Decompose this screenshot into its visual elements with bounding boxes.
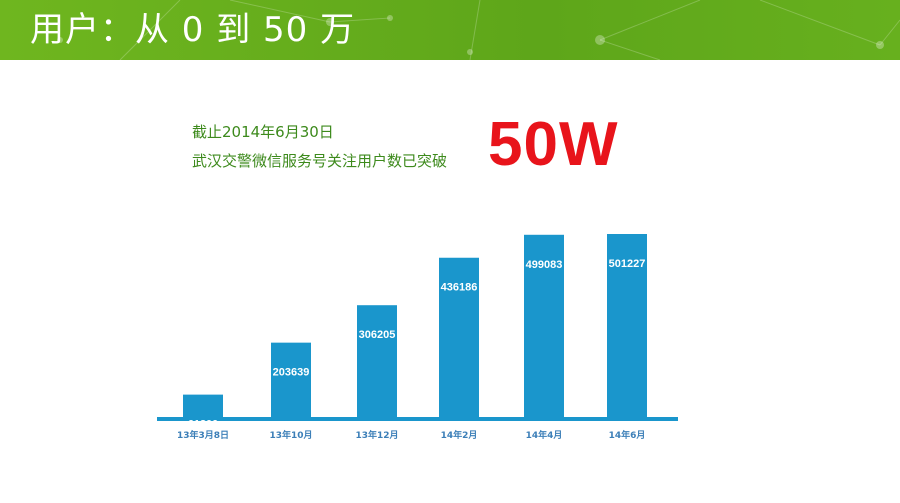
bar-1 (271, 342, 311, 417)
x-tick-label-3: 14年2月 (441, 429, 478, 441)
x-tick-label-2: 13年12月 (355, 429, 398, 441)
bar-5 (607, 234, 647, 417)
bar-0 (183, 394, 223, 417)
caption: 截止2014年6月30日 武汉交警微信服务号关注用户数已突破 (192, 118, 447, 176)
caption-line-date: 截止2014年6月30日 (192, 123, 334, 141)
x-tick-label-0: 13年3月8日 (177, 429, 229, 441)
x-tick-label-5: 14年6月 (609, 429, 646, 441)
bar-data-label-4: 499083 (526, 259, 563, 271)
bar-data-label-3: 436186 (441, 282, 478, 294)
bar-4 (524, 234, 564, 417)
highlight-figure: 50W (488, 110, 619, 179)
bar-data-label-1: 203639 (273, 367, 310, 379)
x-tick-label-4: 14年4月 (526, 429, 563, 441)
title-bar: 用户：从 0 到 50 万 (0, 0, 900, 60)
bar-3 (439, 257, 479, 417)
x-tick-label-1: 13年10月 (269, 429, 312, 441)
caption-line-description: 武汉交警微信服务号关注用户数已突破 (192, 152, 448, 170)
bar-data-label-2: 306205 (359, 329, 396, 341)
network-decoration-icon (57, 0, 900, 60)
bar-data-label-0: 61300 (188, 419, 219, 431)
bar-2 (357, 305, 397, 417)
page-title: 用户：从 0 到 50 万 (30, 10, 356, 50)
x-axis-line (157, 417, 678, 421)
bar-data-label-5: 501227 (609, 258, 646, 270)
